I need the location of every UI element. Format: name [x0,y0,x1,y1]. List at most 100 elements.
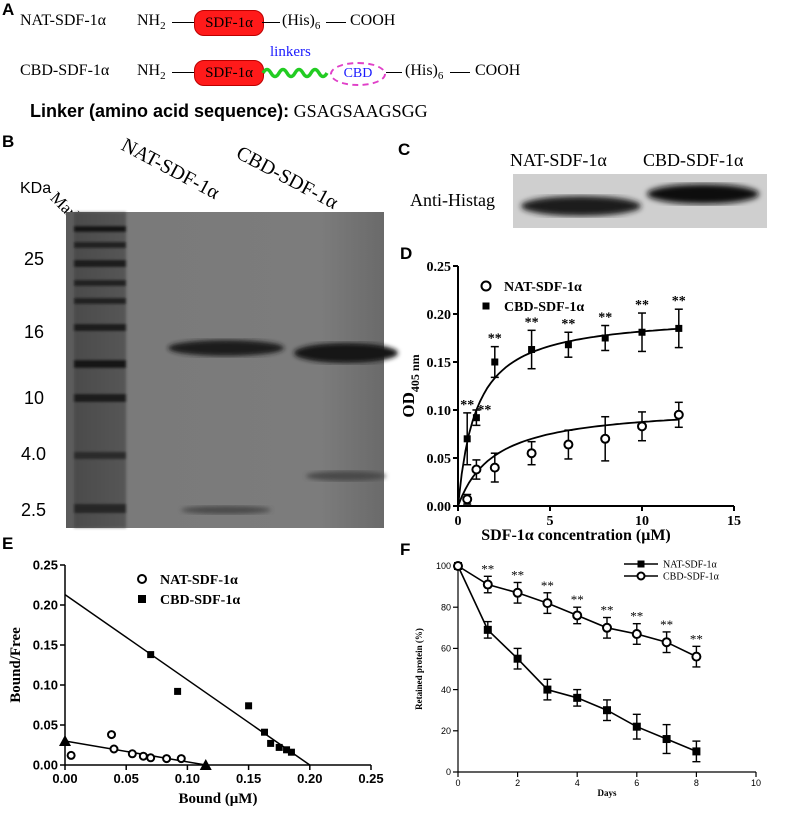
y-axis-label: Bound/Free [8,627,24,703]
nat-band [168,340,284,356]
his-tag-label: (His)6 [405,62,444,83]
linker-sequence-line: Linker (amino acid sequence): GSAGSAAGSG… [30,101,428,122]
data-point [109,744,119,754]
significance-marker: ** [660,617,673,632]
data-point [601,334,609,342]
panel-label-d: D [400,244,413,263]
significance-marker: ** [672,294,686,309]
data-point [636,571,646,581]
data-point [661,637,672,648]
data-point [491,358,499,366]
data-point [480,280,492,292]
data-point [137,574,147,584]
gel-kda-label: KDa [20,180,52,197]
data-point [573,693,582,702]
data-point [602,622,612,633]
x-axis-label: Bound (μM) [179,791,258,807]
x-tick-label: 0.20 [297,771,322,786]
cbd-domain-box: CBD [330,62,386,86]
data-point [162,754,172,764]
y-tick-label: 0.15 [33,638,58,653]
y-tick-label: 40 [441,685,451,695]
x-tick-label: 6 [634,778,639,788]
data-point [283,746,291,754]
y-tick-label: 0.05 [427,452,452,467]
connector-line [386,72,402,73]
legend-label: CBD-SDF-1α [504,300,584,315]
data-point [453,561,463,571]
x-tick-label: 2 [515,778,520,788]
panel-label-b: B [2,132,15,151]
connector-line [172,22,194,23]
x-tick-label: 0 [455,778,460,788]
data-point [603,706,611,715]
data-point [261,728,269,736]
nat-construct-label: NAT-SDF-1α [20,12,107,29]
cbd-construct-label: CBD-SDF-1α [20,62,110,79]
legend-label: NAT-SDF-1α [663,560,718,571]
data-point [482,302,490,310]
data-point [146,753,156,763]
cbd-band [294,343,398,363]
significance-marker: ** [488,332,502,347]
significance-marker: ** [477,403,491,418]
data-point [543,685,552,694]
data-point [267,739,275,747]
data-point [138,595,146,603]
x-axis-label: SDF-1α concentration (μM) [481,527,671,544]
data-point [637,421,647,432]
cooh-label: COOH [475,62,521,79]
data-point [564,341,572,349]
marker-lane [74,212,126,528]
y-tick-label: 0.00 [33,758,58,773]
linker-sequence: GSAGSAAGSGG [293,101,428,121]
x-tick-label: 8 [694,778,699,788]
data-point [600,433,611,444]
nh2-label: NH2 [137,62,166,83]
significance-marker: ** [541,578,554,593]
fit-line [64,593,311,766]
significance-marker: ** [635,298,649,313]
data-point [691,651,702,662]
y-axis-label: OD405 nm [399,354,422,417]
y-tick-label: 0.10 [427,404,452,419]
data-point [637,560,645,568]
data-point [662,735,671,744]
y-tick-label: 0.05 [33,718,58,733]
y-tick-label: 0.15 [427,356,452,371]
legend-label: CBD-SDF-1α [663,572,720,583]
significance-marker: ** [460,398,474,413]
data-point [489,462,500,473]
x-tick-label: 0 [455,514,462,529]
construct-row-nat: NAT-SDF-1α NH2 SDF-1α (His)6 COOH [20,8,520,36]
x-tick-label: 15 [727,514,741,529]
sdf-domain-box: SDF-1α [194,10,264,36]
significance-marker: ** [525,315,539,330]
y-tick-label: 0.25 [427,260,452,275]
y-tick-label: 0.20 [427,308,452,323]
gel-tick-label: 10 [24,388,45,408]
x-tick-label: 0.25 [358,771,383,786]
panel-label-e: E [2,534,14,553]
y-tick-label: 60 [441,644,451,654]
data-point [631,628,642,639]
significance-marker: ** [598,311,612,326]
gel-tick-label: 25 [24,249,45,269]
y-tick-label: 80 [441,602,451,612]
significance-marker: ** [481,561,494,576]
x-tick-label: 0.15 [236,771,261,786]
intercept-marker [59,735,71,746]
data-point [526,448,537,459]
x-tick-label: 4 [575,778,580,788]
gel-lane-cbd-label: CBD-SDF-1α [232,142,342,214]
his-tag-label: (His)6 [282,12,321,33]
legend-label: NAT-SDF-1α [160,573,238,588]
linkers-label: linkers [270,44,311,60]
cooh-label: COOH [350,12,396,29]
data-point [107,730,117,740]
connector-line [326,22,346,23]
data-point [692,747,701,756]
data-point [528,346,536,354]
nh2-label: NH2 [137,12,166,33]
